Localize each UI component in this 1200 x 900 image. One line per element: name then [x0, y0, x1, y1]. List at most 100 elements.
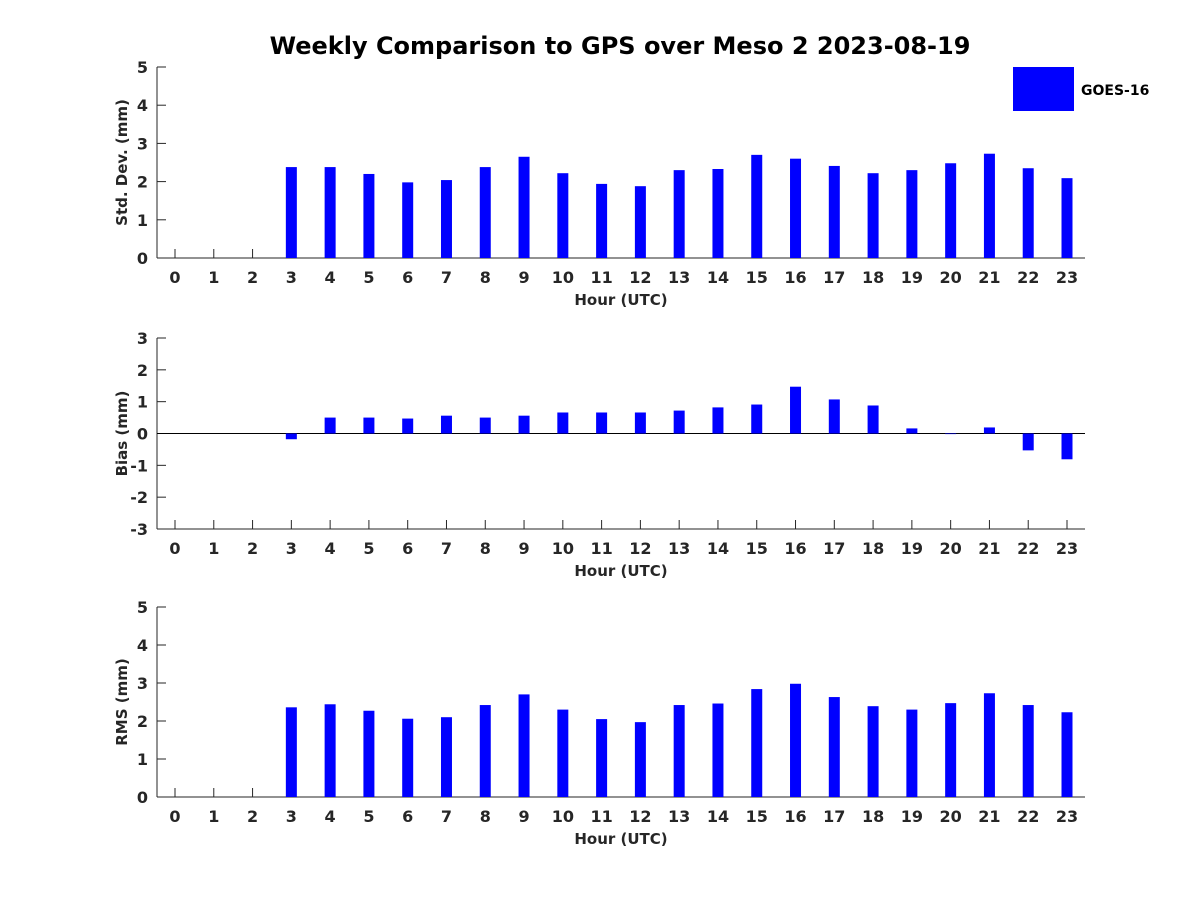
y-tick-label: 0 [137, 249, 148, 268]
x-tick-label: 3 [286, 807, 297, 826]
bar [1061, 433, 1073, 460]
bar [867, 706, 879, 797]
y-tick-label: 1 [137, 393, 148, 412]
y-axis-label: RMS (mm) [113, 658, 131, 745]
bar [1061, 712, 1073, 797]
x-tick-label: 7 [441, 268, 452, 287]
bar [557, 412, 569, 434]
bar [790, 683, 802, 797]
x-tick-label: 23 [1056, 539, 1078, 558]
x-tick-label: 14 [707, 807, 729, 826]
bar [440, 415, 452, 434]
x-tick-label: 2 [247, 268, 258, 287]
x-tick-label: 7 [441, 539, 452, 558]
y-tick-label: 0 [137, 788, 148, 807]
bar [945, 433, 957, 435]
x-axis-label: Hour (UTC) [574, 830, 667, 848]
x-tick-label: 19 [901, 539, 923, 558]
bar [363, 710, 375, 797]
bar [402, 718, 414, 797]
bar [596, 719, 608, 797]
bar [324, 417, 336, 434]
x-tick-label: 5 [363, 807, 374, 826]
bar [983, 153, 995, 258]
x-tick-label: 1 [208, 807, 219, 826]
x-tick-label: 4 [325, 539, 336, 558]
bar [712, 407, 724, 434]
x-tick-label: 17 [823, 539, 845, 558]
y-tick-label: 3 [137, 329, 148, 348]
x-tick-label: 2 [247, 539, 258, 558]
bar [945, 703, 957, 797]
x-tick-label: 20 [940, 539, 962, 558]
y-tick-label: 2 [137, 173, 148, 192]
bar [634, 412, 646, 434]
x-tick-label: 6 [402, 807, 413, 826]
y-tick-label: 4 [137, 96, 148, 115]
x-tick-label: 8 [480, 539, 491, 558]
bar [324, 167, 336, 258]
bar [712, 168, 724, 258]
x-tick-label: 13 [668, 268, 690, 287]
bar [867, 173, 879, 258]
bar [324, 704, 336, 797]
bar [479, 417, 491, 434]
x-tick-label: 18 [862, 268, 884, 287]
x-tick-label: 14 [707, 268, 729, 287]
bar [634, 186, 646, 258]
x-tick-label: 16 [784, 268, 806, 287]
bar [557, 709, 569, 797]
bar [790, 158, 802, 258]
bar [634, 722, 646, 797]
chart-title: Weekly Comparison to GPS over Meso 2 202… [270, 32, 971, 60]
y-tick-label: 2 [137, 361, 148, 380]
x-tick-label: 13 [668, 807, 690, 826]
bar [479, 705, 491, 797]
x-tick-label: 4 [325, 807, 336, 826]
x-tick-label: 12 [629, 268, 651, 287]
x-tick-label: 6 [402, 268, 413, 287]
bar [1022, 168, 1034, 258]
x-tick-label: 15 [746, 539, 768, 558]
x-tick-label: 19 [901, 807, 923, 826]
x-tick-label: 22 [1017, 268, 1039, 287]
x-tick-label: 9 [518, 807, 529, 826]
x-tick-label: 16 [784, 807, 806, 826]
x-tick-label: 17 [823, 268, 845, 287]
bar [518, 415, 530, 434]
y-tick-label: 3 [137, 674, 148, 693]
bar [828, 165, 840, 258]
bar [518, 156, 530, 258]
x-tick-label: 12 [629, 807, 651, 826]
bar [712, 703, 724, 797]
x-axis-label: Hour (UTC) [574, 562, 667, 580]
bar [828, 399, 840, 434]
x-tick-label: 0 [169, 268, 180, 287]
bar [906, 709, 918, 797]
bar [479, 167, 491, 258]
y-axis-label: Std. Dev. (mm) [113, 99, 131, 226]
bar [906, 428, 918, 434]
bar [945, 163, 957, 258]
x-tick-label: 11 [590, 539, 612, 558]
bar [673, 705, 685, 797]
x-tick-label: 18 [862, 807, 884, 826]
x-tick-label: 8 [480, 807, 491, 826]
bar [518, 694, 530, 797]
bar [1022, 705, 1034, 797]
bar [402, 418, 414, 434]
x-tick-label: 11 [590, 807, 612, 826]
bar [596, 412, 608, 434]
x-axis-label: Hour (UTC) [574, 291, 667, 309]
x-tick-label: 15 [746, 807, 768, 826]
x-tick-label: 1 [208, 268, 219, 287]
bar [1061, 178, 1073, 258]
x-tick-label: 20 [940, 807, 962, 826]
y-tick-label: -1 [130, 456, 148, 475]
bar [790, 386, 802, 434]
x-tick-label: 10 [552, 539, 574, 558]
bar [285, 707, 297, 797]
x-tick-label: 19 [901, 268, 923, 287]
x-tick-label: 21 [978, 807, 1000, 826]
